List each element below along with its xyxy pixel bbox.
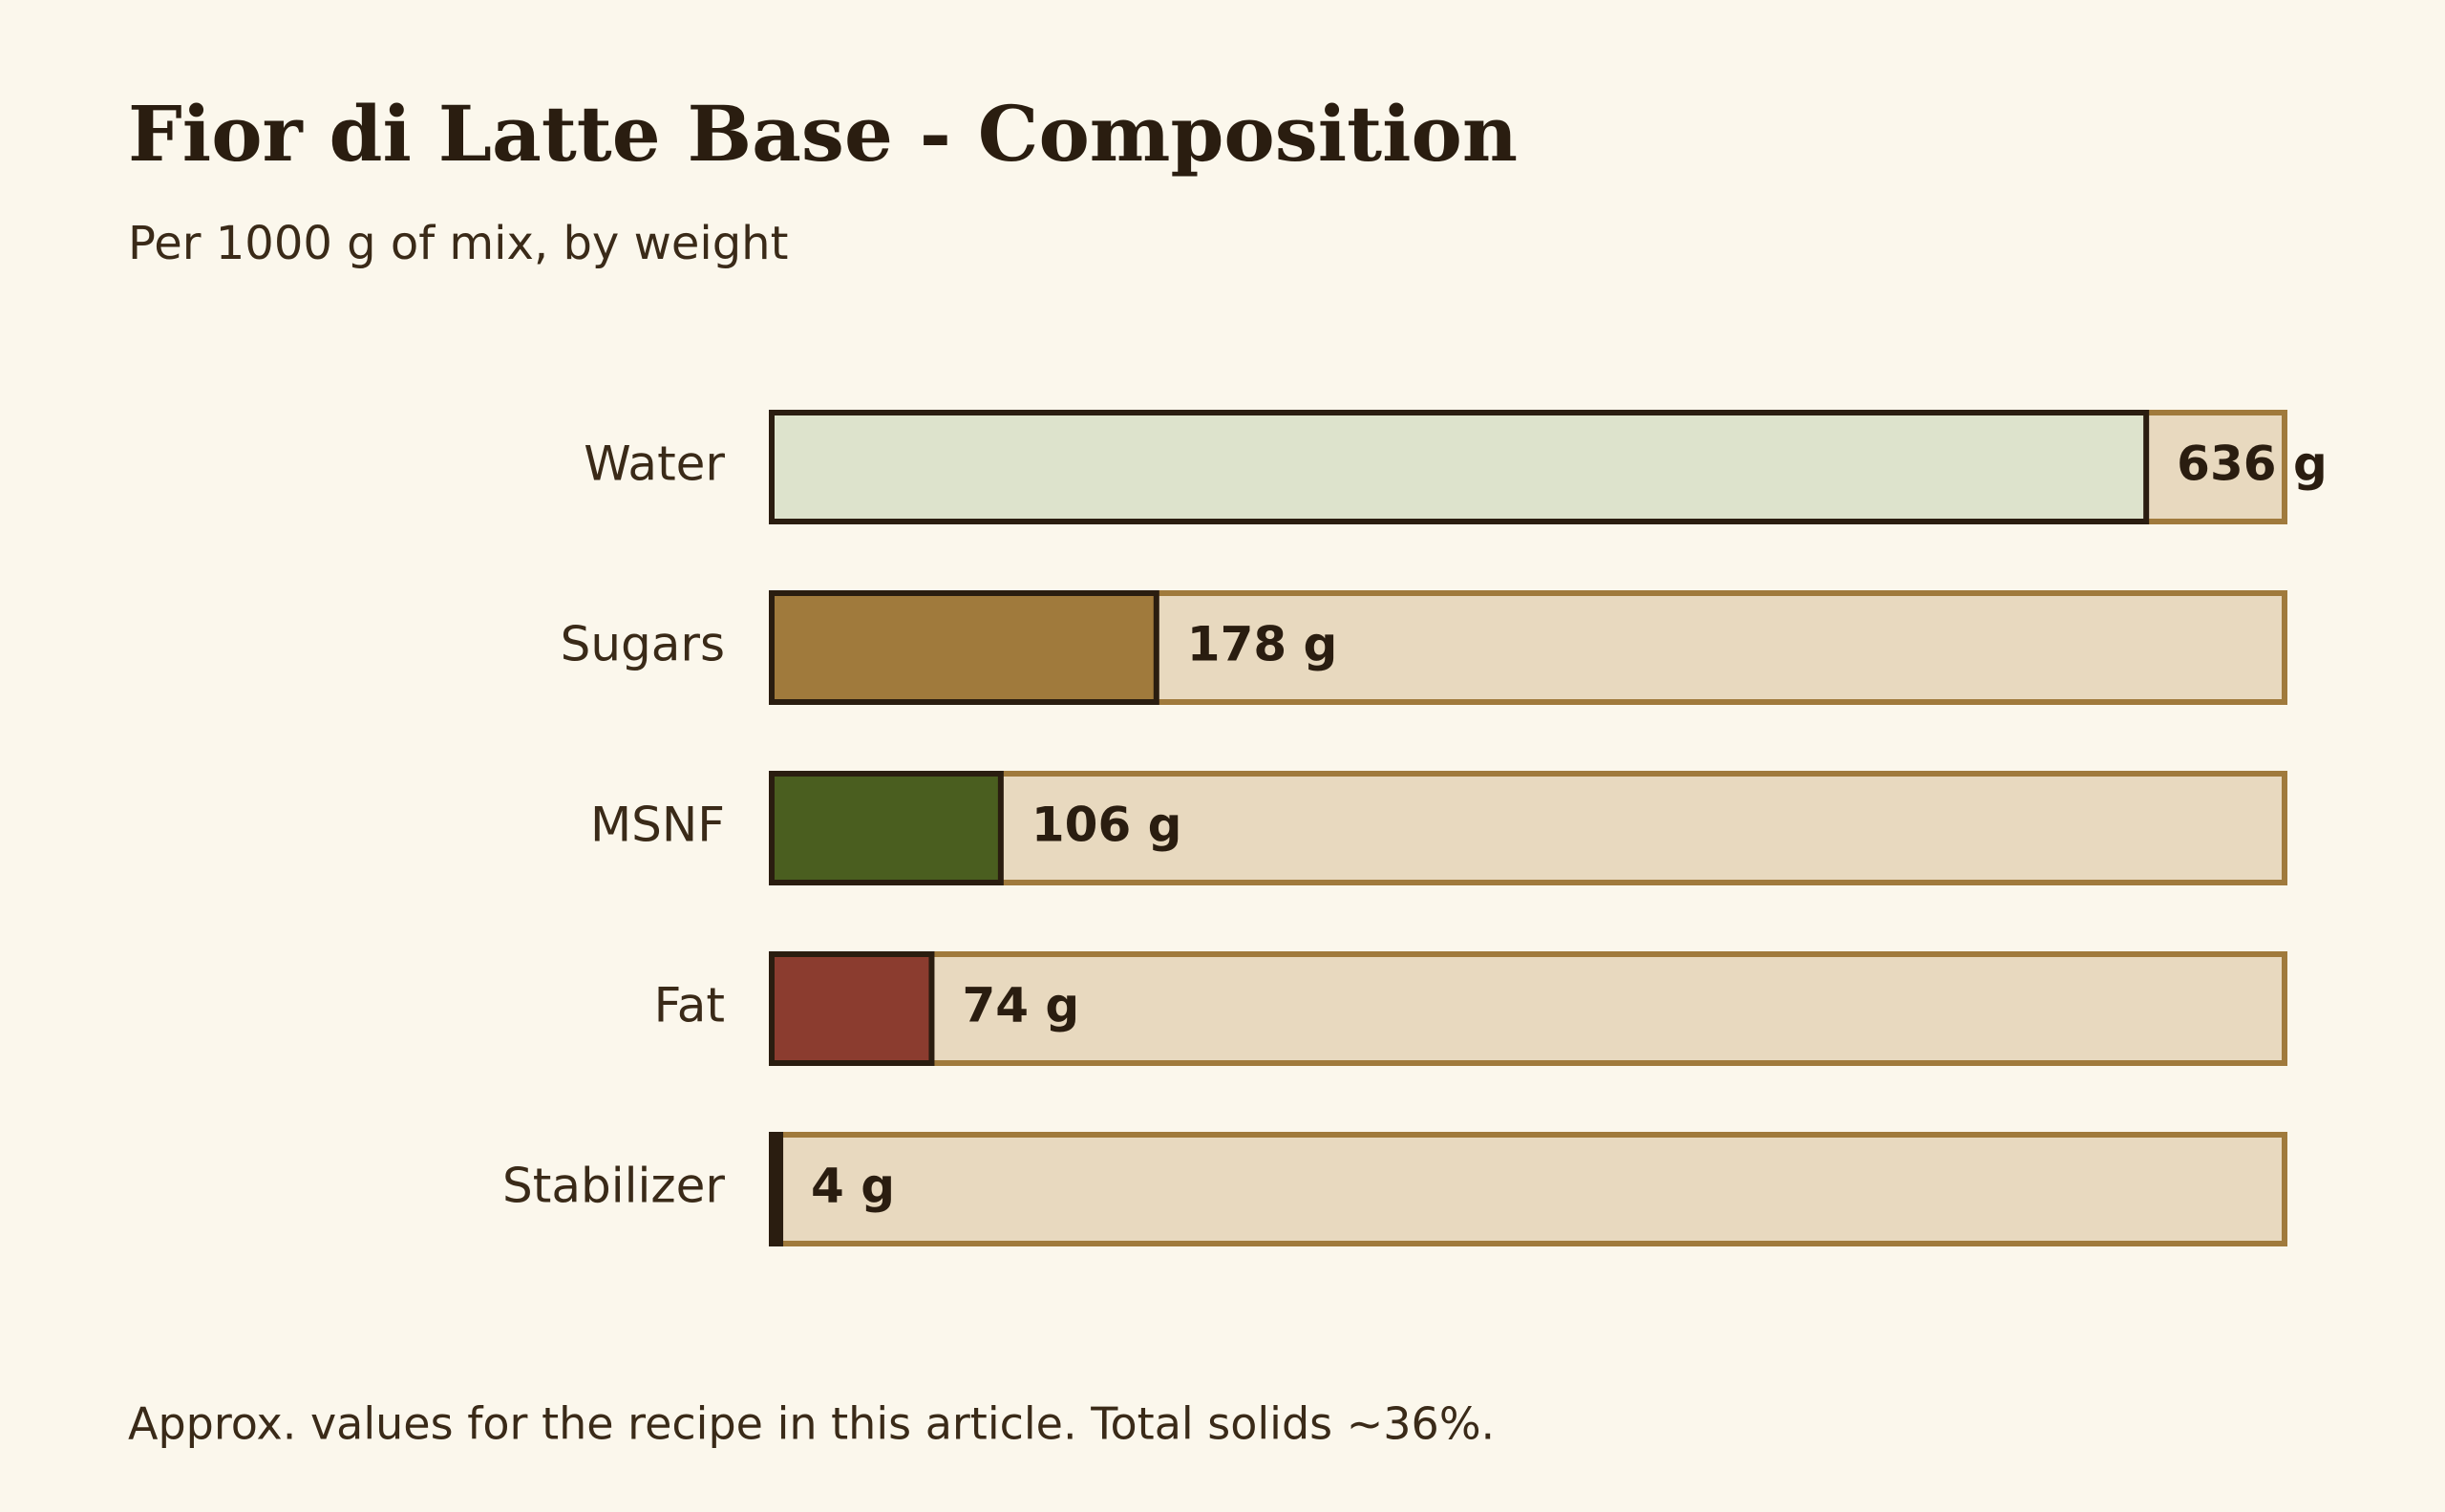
bar xyxy=(769,590,1159,705)
bar xyxy=(769,410,2150,524)
value-label: 178 g xyxy=(1187,617,1338,672)
bar-track xyxy=(769,951,2287,1066)
category-label: MSNF xyxy=(590,798,725,853)
bar-track xyxy=(769,1132,2287,1246)
category-label: Water xyxy=(584,437,725,492)
value-label: 636 g xyxy=(2177,437,2328,492)
chart-title: Fior di Latte Base - Composition xyxy=(128,89,1518,179)
footnote: Approx. values for the recipe in this ar… xyxy=(128,1398,1495,1450)
bar-track xyxy=(769,771,2287,885)
category-label: Fat xyxy=(654,978,725,1033)
bar xyxy=(769,1132,784,1246)
bar xyxy=(769,771,1004,885)
value-label: 74 g xyxy=(962,978,1079,1033)
category-label: Sugars xyxy=(561,617,725,672)
category-label: Stabilizer xyxy=(502,1159,725,1214)
bar xyxy=(769,951,935,1066)
value-label: 106 g xyxy=(1031,798,1182,853)
chart-subtitle: Per 1000 g of mix, by weight xyxy=(128,217,788,270)
value-label: 4 g xyxy=(811,1159,895,1214)
